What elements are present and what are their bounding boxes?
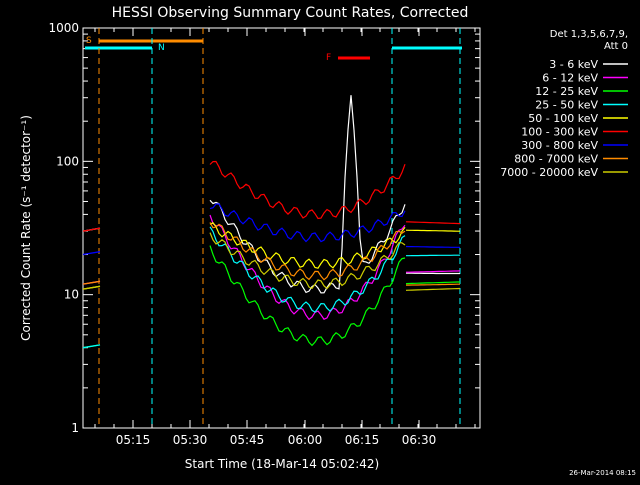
series-line-right — [406, 255, 460, 256]
y-tick-label: 1000 — [48, 21, 79, 35]
flare-label: F — [326, 53, 331, 63]
chart-title: HESSI Observing Summary Count Rates, Cor… — [112, 5, 469, 21]
legend-label: 800 - 7000 keV — [514, 153, 598, 166]
series-line-right — [406, 289, 460, 291]
legend-label: 12 - 25 keV — [535, 85, 598, 98]
y-tick-label: 1 — [71, 421, 79, 435]
legend-label: 6 - 12 keV — [542, 72, 598, 85]
series-line-left — [83, 286, 100, 289]
series-line-main — [210, 95, 405, 293]
legend-header-attenuator: Att 0 — [604, 41, 628, 52]
legend-label: 300 - 800 keV — [521, 139, 598, 152]
x-tick-label: 05:30 — [173, 433, 208, 447]
y-tick-label: 10 — [64, 288, 79, 302]
x-tick-label: 06:30 — [402, 433, 437, 447]
x-tick-label: 06:15 — [345, 433, 380, 447]
series-line-right — [406, 271, 460, 272]
series-line-right — [406, 247, 460, 248]
legend-label: 100 - 300 keV — [521, 126, 598, 139]
legend-label: 25 - 50 keV — [535, 99, 598, 112]
y-axis-label: Corrected Count Rate (s⁻¹ detector⁻¹) — [19, 115, 33, 341]
x-axis-label: Start Time (18-Mar-14 05:02:42) — [185, 457, 379, 471]
series-line-right — [406, 230, 460, 231]
legend-header-detectors: Det 1,3,5,6,7,9, — [550, 29, 628, 40]
legend-label: 50 - 100 keV — [528, 112, 598, 125]
series-line-main — [210, 162, 405, 219]
series-line-right — [406, 222, 460, 224]
saa-label: S — [86, 36, 92, 46]
legend-label: 3 - 6 keV — [549, 58, 598, 71]
y-tick-label: 100 — [56, 154, 79, 168]
date-stamp: 26-Mar-2014 08:15 — [569, 469, 636, 477]
series-line-left — [83, 345, 100, 348]
series-line-right — [406, 282, 460, 284]
x-tick-label: 05:45 — [230, 433, 265, 447]
series-line-left — [83, 228, 100, 231]
legend-label: 7000 - 20000 keV — [500, 166, 598, 179]
night-label: N — [158, 43, 165, 53]
x-tick-label: 05:15 — [116, 433, 151, 447]
series-line-left — [83, 252, 100, 255]
series-line-right — [406, 284, 460, 285]
series-line-left — [83, 281, 100, 284]
x-tick-label: 06:00 — [288, 433, 323, 447]
